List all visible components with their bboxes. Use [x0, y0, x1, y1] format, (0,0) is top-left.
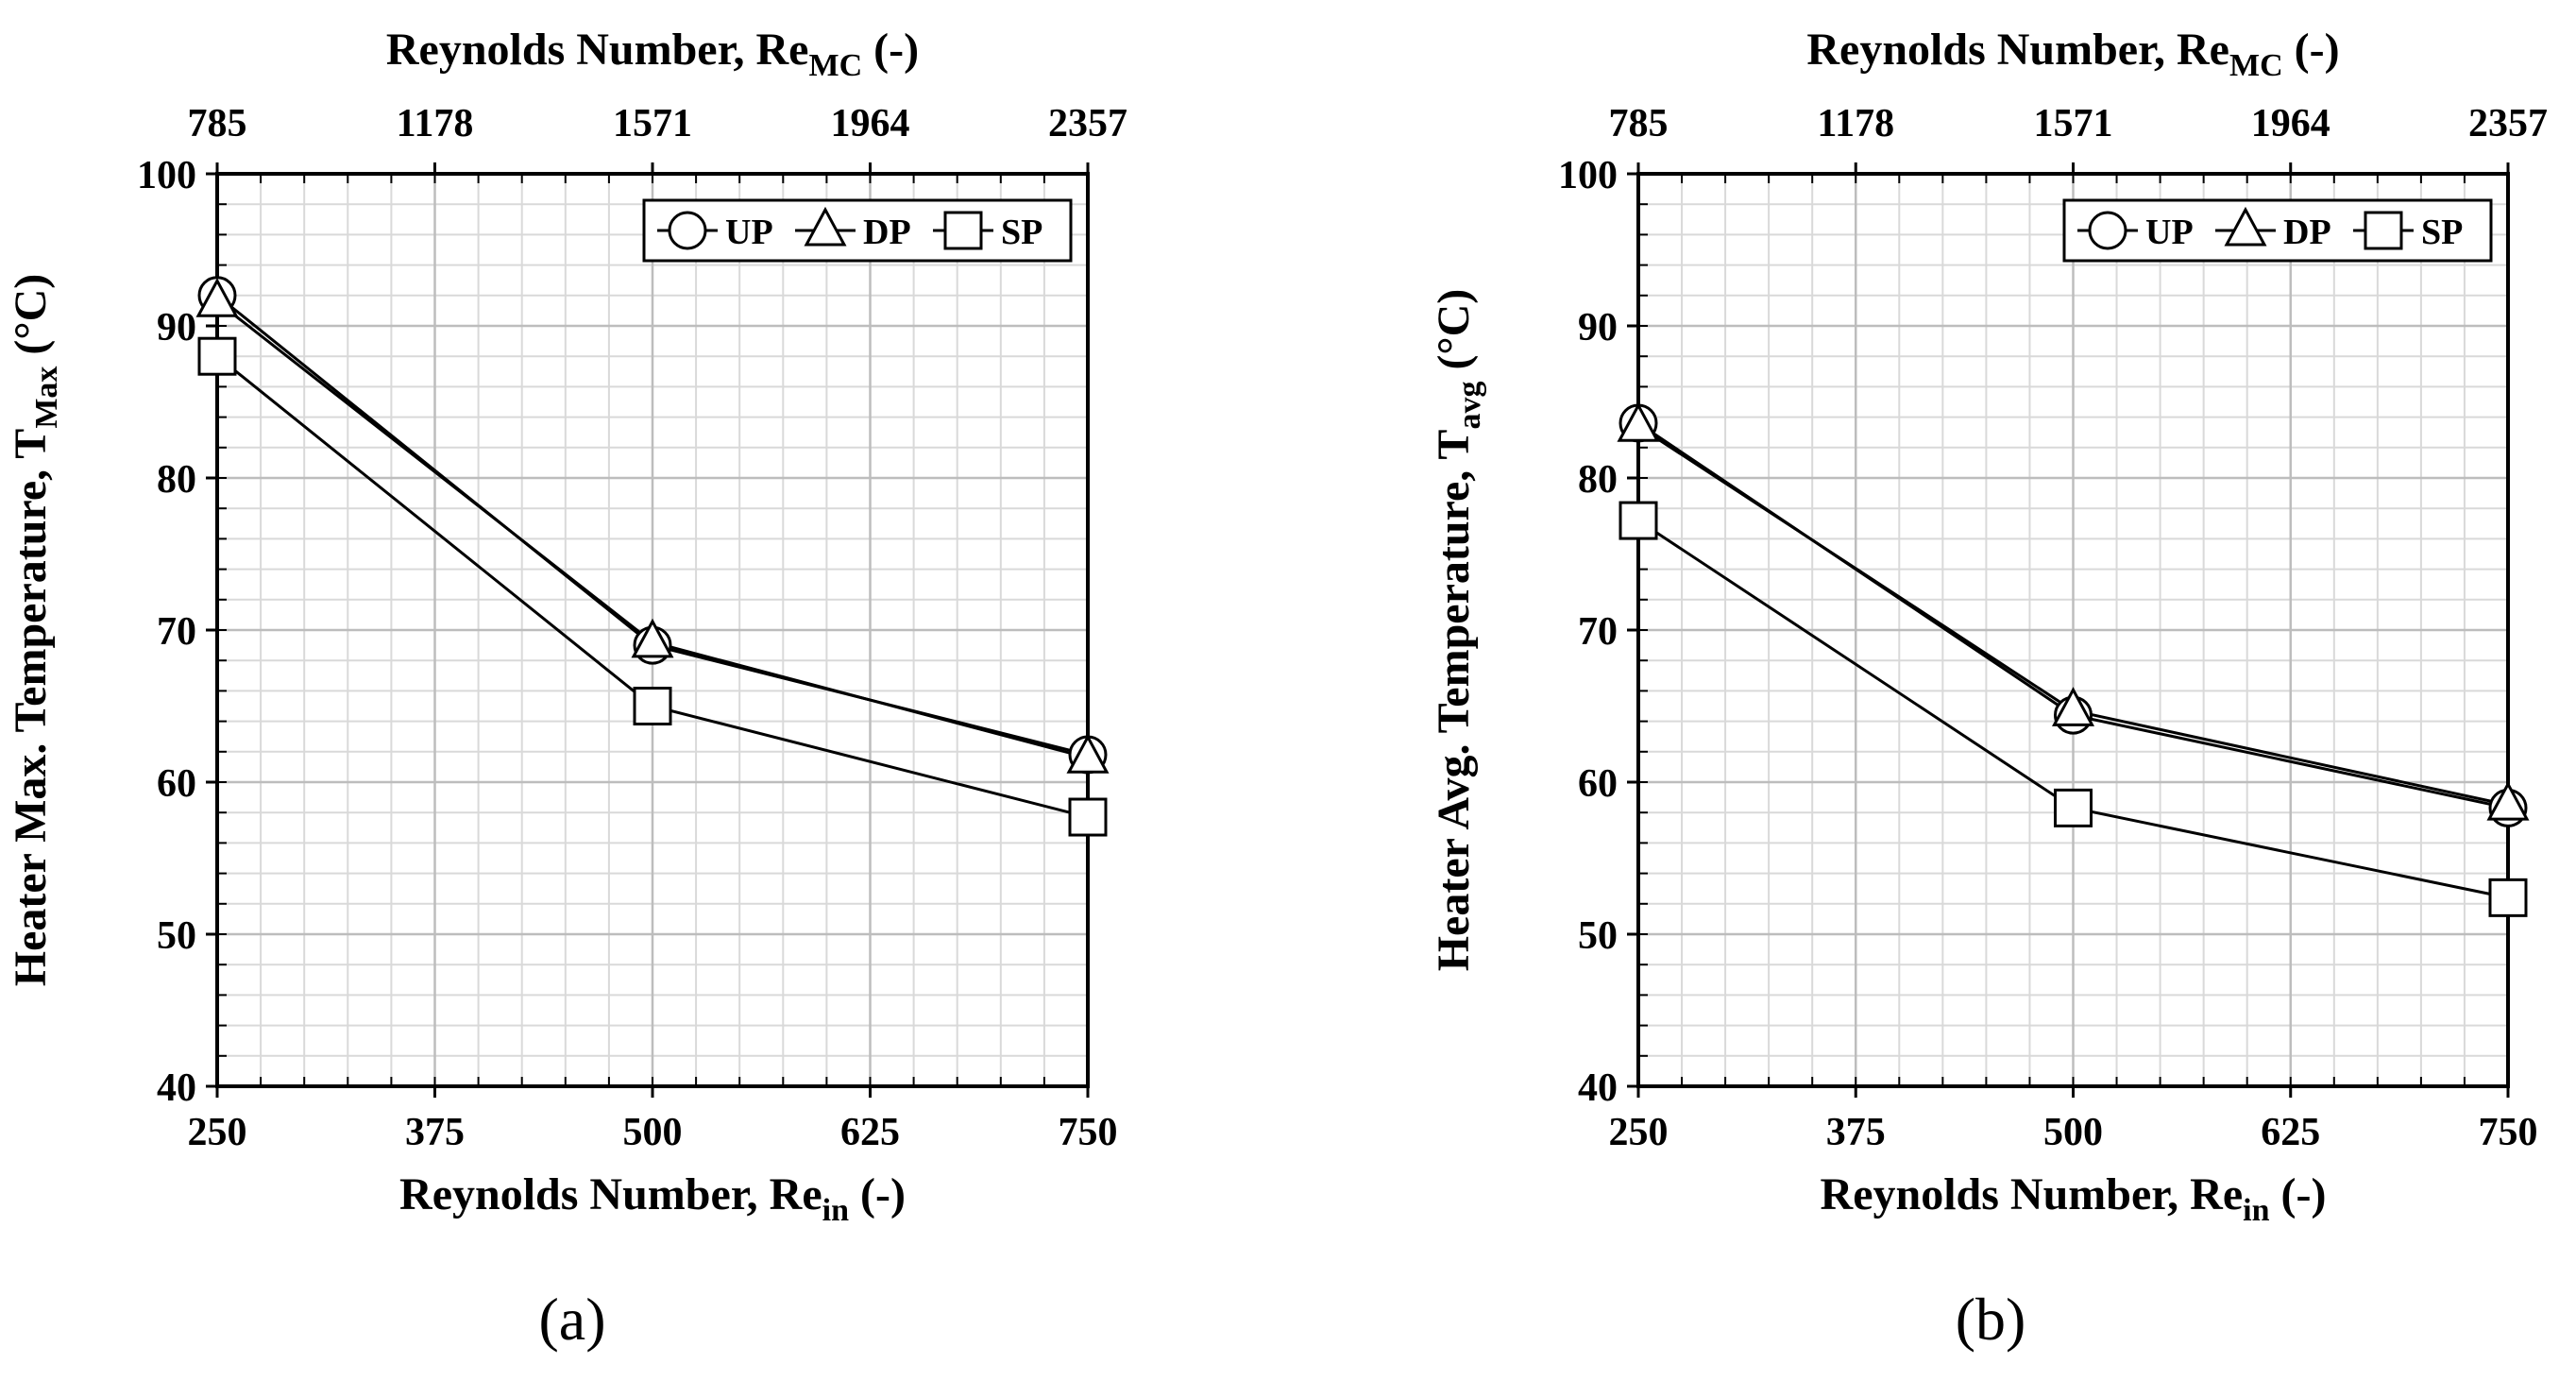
y-tick-label: 60: [1578, 762, 1618, 806]
x-tick-label: 625: [2261, 1111, 2320, 1154]
x-axis-title-suffix: (-): [849, 1169, 906, 1219]
x-axis-title-subscript: in: [822, 1193, 849, 1228]
y-tick-label: 100: [1558, 154, 1618, 197]
legend-marker-circle: [2088, 211, 2127, 250]
x2-tick-label: 785: [1609, 102, 1669, 145]
y-axis-title-subscript: avg: [1452, 382, 1487, 430]
data-point-dp: [1066, 734, 1110, 774]
x-axis-title-main: Reynolds Number, Re: [399, 1169, 822, 1219]
data-point-sp: [2488, 878, 2528, 917]
x-axis-title: Reynolds Number, Rein (-): [1821, 1169, 2327, 1228]
legend-marker-triangle: [804, 206, 847, 247]
x-tick-label: 750: [1059, 1111, 1118, 1154]
x2-axis-title-subscript: MC: [2229, 48, 2283, 83]
legend-label: DP: [863, 213, 911, 252]
data-point-sp: [1068, 797, 1108, 837]
x-tick-label: 500: [623, 1111, 683, 1154]
x2-axis-title-suffix: (-): [862, 25, 919, 75]
y-tick-label: 90: [157, 306, 196, 350]
data-point-sp: [197, 336, 237, 376]
x-tick-label: 500: [2043, 1111, 2103, 1154]
panel-label: (a): [538, 1286, 605, 1353]
x2-tick-label: 1178: [1817, 102, 1894, 145]
y-tick-label: 50: [157, 914, 196, 958]
x2-axis-title-main: Reynolds Number, Re: [1806, 25, 2229, 75]
panel-label: (b): [1956, 1286, 2026, 1353]
x-tick-label: 625: [840, 1111, 900, 1154]
gridlines-major: [1638, 174, 2508, 1086]
x-tick-label: 250: [188, 1111, 247, 1154]
y-tick-label: 100: [137, 154, 196, 197]
x2-tick-label: 2357: [1048, 102, 1127, 145]
y-axis-title: Heater Avg. Temperature, Tavg (°C): [1429, 289, 1487, 972]
y-axis-title: Heater Max. Temperature, TMax (°C): [6, 274, 64, 987]
y-axis-title-main: Heater Max. Temperature, T: [6, 429, 56, 987]
x2-tick-label: 1964: [2251, 102, 2330, 145]
data-point-sp: [633, 687, 672, 725]
data-point-dp: [2051, 687, 2095, 726]
y-tick-label: 90: [1578, 306, 1618, 350]
y-axis-title-suffix: (°C): [1429, 289, 1479, 382]
chart-panel-b: 40 50 60 70 80 90 100 250 375 500 625 750 785 1178 157…: [1429, 25, 2548, 1353]
y-tick-label: 50: [1578, 914, 1618, 958]
y-tick-label: 60: [157, 762, 196, 806]
legend: UP DP SP: [642, 198, 1073, 263]
x2-axis-title: Reynolds Number, ReMC (-): [1806, 25, 2339, 83]
y-axis-title-subscript: Max: [29, 367, 64, 429]
x2-tick-label: 785: [188, 102, 247, 145]
x-axis-title-subscript: in: [2243, 1193, 2269, 1228]
x-tick-label: 250: [1609, 1111, 1669, 1154]
x-tick-label: 375: [405, 1111, 465, 1154]
x-tick-label: 375: [1826, 1111, 1886, 1154]
y-tick-label: 40: [1578, 1066, 1618, 1110]
series-markers: [195, 276, 1110, 837]
legend-item-dp: DP: [2215, 206, 2331, 252]
y-tick-label: 70: [1578, 610, 1618, 654]
legend-label: UP: [2145, 213, 2194, 252]
data-point-sp: [2054, 788, 2093, 827]
legend-item-sp: SP: [2353, 211, 2463, 252]
legend-item-sp: SP: [933, 211, 1042, 252]
x-axis-title-suffix: (-): [2270, 1169, 2327, 1219]
data-point-dp: [195, 278, 239, 317]
x-tick-label: 750: [2479, 1111, 2538, 1154]
legend-marker-square: [2364, 211, 2403, 250]
data-point-sp: [1618, 501, 1658, 540]
y-tick-label: 70: [157, 610, 196, 654]
legend-item-dp: DP: [795, 206, 911, 252]
x2-axis-title-suffix: (-): [2283, 25, 2340, 75]
series-markers: [1617, 402, 2530, 917]
x2-axis-title: Reynolds Number, ReMC (-): [386, 25, 919, 83]
legend: UP DP SP: [2062, 198, 2493, 263]
x2-tick-label: 2357: [2468, 102, 2548, 145]
legend-label: SP: [1001, 213, 1042, 252]
y-tick-label: 80: [157, 458, 196, 502]
y-axis-title-main: Heater Avg. Temperature, T: [1429, 430, 1479, 972]
x2-tick-label: 1964: [831, 102, 910, 145]
chart-panel-a: 40 50 60 70 80 90 100 250 375 500 625 750 785 1178 157…: [6, 25, 1127, 1353]
y-axis-title-suffix: (°C): [6, 274, 56, 367]
legend-marker-square: [943, 211, 983, 250]
data-point-dp: [1617, 402, 1660, 442]
x2-tick-label: 1178: [397, 102, 474, 145]
legend-label: SP: [2421, 213, 2463, 252]
x2-axis-title-main: Reynolds Number, Re: [386, 25, 809, 75]
legend-marker-triangle: [2224, 206, 2267, 247]
x-axis-title: Reynolds Number, Rein (-): [399, 1169, 906, 1228]
legend-marker-circle: [668, 211, 707, 250]
x2-axis-title-subscript: MC: [808, 48, 862, 83]
y-tick-label: 80: [1578, 458, 1618, 502]
x2-tick-label: 1571: [2034, 102, 2113, 145]
legend-label: UP: [725, 213, 773, 252]
x2-tick-label: 1571: [613, 102, 692, 145]
legend-label: DP: [2283, 213, 2331, 252]
data-point-dp: [631, 618, 674, 658]
data-point-dp: [2486, 780, 2530, 821]
legend-item-up: UP: [657, 211, 773, 252]
x-axis-title-main: Reynolds Number, Re: [1821, 1169, 2244, 1219]
legend-item-up: UP: [2077, 211, 2194, 252]
y-tick-label: 40: [157, 1066, 196, 1110]
